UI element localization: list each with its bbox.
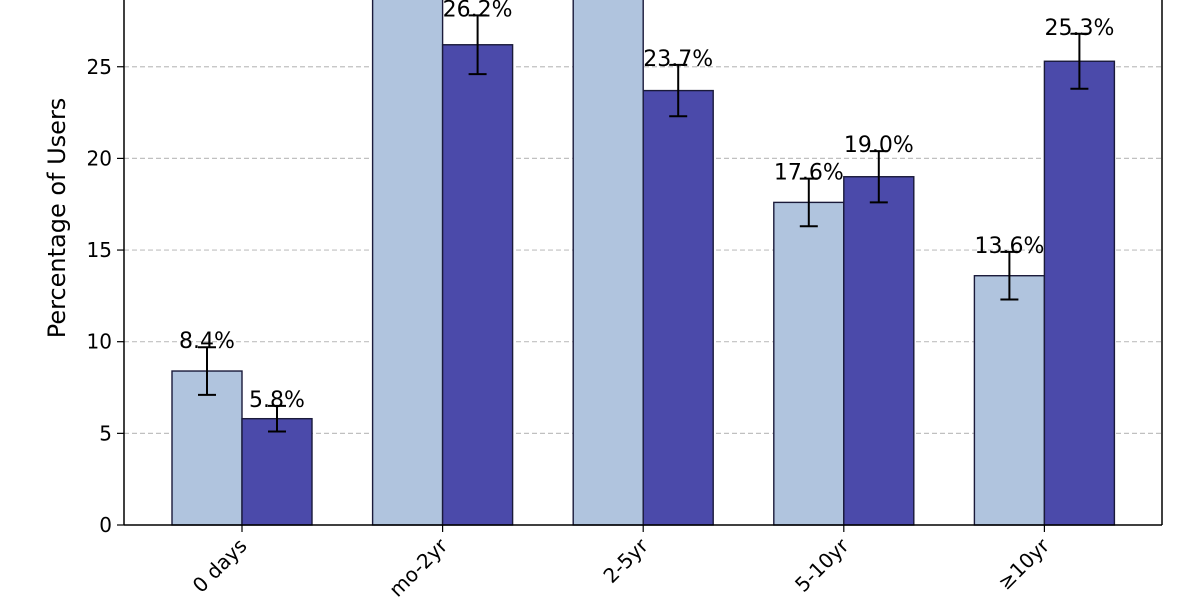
y-tick-label: 10 [87, 330, 112, 354]
bar [642, 89, 714, 526]
bar [241, 417, 313, 526]
data-label: 23.7% [643, 47, 713, 72]
data-label: 26.2% [443, 0, 513, 22]
x-tick-label: mo-2yr [384, 533, 452, 600]
y-tick-label: 5 [99, 421, 112, 445]
bar [171, 370, 243, 526]
bar [843, 176, 915, 526]
x-tick-label: 2-5yr [598, 533, 653, 588]
y-tick-label: 20 [87, 146, 112, 170]
x-tick-label: 5-10yr [790, 533, 854, 597]
bar [572, 0, 644, 526]
y-axis-title: Percentage of Users [43, 98, 71, 339]
error-bars [198, 14, 1089, 433]
bar [371, 0, 444, 526]
data-label: 19.0% [844, 133, 914, 158]
bar [1043, 60, 1116, 526]
y-tick-label: 0 [99, 513, 112, 537]
data-label: 5.8% [249, 388, 305, 413]
data-label: 17.6% [774, 161, 844, 186]
data-label: 13.6% [974, 234, 1044, 259]
bars [171, 0, 1116, 526]
x-tick-label: ≥10yr [993, 533, 1055, 595]
data-labels: 8.4% 17.6% 13.6% 5.8% 26.2% 23.7% 19.0% 25.3% [179, 0, 1114, 413]
y-tick-label: 25 [87, 55, 112, 79]
y-tick-label: 15 [87, 238, 112, 262]
x-tick-label: 0 days [188, 534, 252, 598]
bar [773, 201, 845, 526]
data-label: 25.3% [1044, 16, 1114, 41]
bar [441, 44, 514, 526]
bar [973, 275, 1046, 526]
data-label: 8.4% [179, 329, 235, 354]
